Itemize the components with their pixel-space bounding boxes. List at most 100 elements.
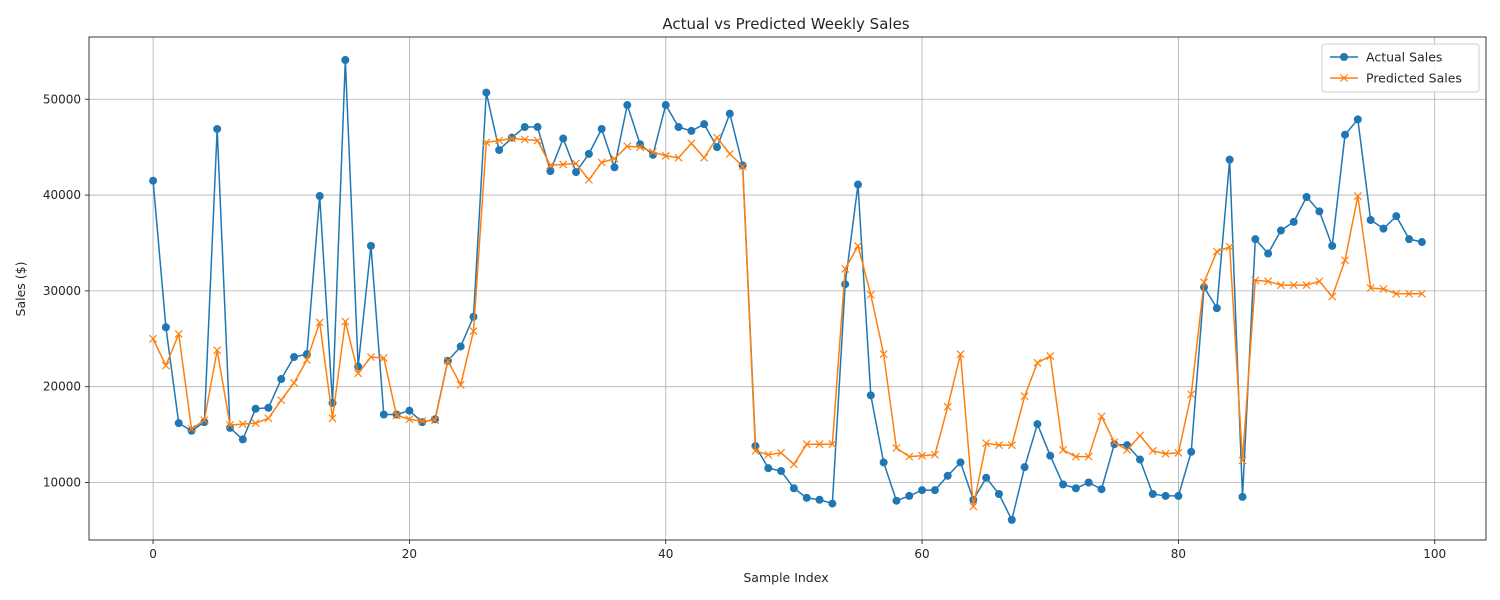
x-tick-label: 60 <box>914 547 929 561</box>
data-point <box>225 423 234 432</box>
data-point <box>828 499 837 508</box>
data-point <box>469 327 478 336</box>
data-point <box>1071 484 1080 493</box>
data-point <box>1238 456 1247 465</box>
data-point <box>174 419 183 428</box>
data-point <box>610 163 619 172</box>
data-point <box>725 109 734 118</box>
data-point <box>994 490 1003 499</box>
data-point <box>648 147 657 156</box>
data-point <box>302 355 311 364</box>
legend-marker <box>1340 53 1348 61</box>
data-point <box>1212 304 1221 313</box>
data-point <box>469 312 478 321</box>
data-point <box>1020 463 1029 472</box>
data-point <box>584 149 593 158</box>
data-point <box>1251 276 1260 285</box>
data-point <box>213 346 222 355</box>
data-point <box>700 120 709 129</box>
y-tick-label: 20000 <box>43 380 81 394</box>
series-layer <box>149 55 1426 524</box>
data-point <box>1340 256 1350 265</box>
y-tick-label: 40000 <box>43 188 81 202</box>
data-point <box>379 353 388 362</box>
data-point <box>507 134 516 143</box>
x-tick-label: 80 <box>1171 547 1186 561</box>
data-point <box>1366 215 1375 224</box>
data-point <box>1187 390 1196 399</box>
data-point <box>315 192 324 201</box>
data-point <box>636 143 645 152</box>
data-point <box>161 361 170 370</box>
data-point <box>1405 235 1414 244</box>
series-line <box>152 136 1422 508</box>
data-point <box>905 452 914 461</box>
data-point <box>1135 431 1144 440</box>
data-point <box>802 493 811 502</box>
data-point <box>213 124 222 133</box>
data-point <box>1097 485 1106 494</box>
data-point <box>533 136 542 145</box>
data-point <box>1059 445 1068 454</box>
data-point <box>290 378 299 387</box>
data-point <box>700 153 709 162</box>
x-tick-label: 100 <box>1423 547 1446 561</box>
data-point <box>712 133 722 142</box>
data-point <box>1123 445 1132 454</box>
series-line <box>152 59 1423 521</box>
data-point <box>597 158 606 167</box>
data-point <box>1059 480 1068 489</box>
data-point <box>1110 440 1119 449</box>
data-point <box>853 180 862 189</box>
data-point <box>495 146 504 155</box>
data-point <box>1264 277 1273 286</box>
data-point <box>1084 478 1093 487</box>
data-point <box>1084 452 1093 461</box>
data-point <box>943 471 952 480</box>
data-point <box>366 241 375 250</box>
data-point <box>1148 446 1157 455</box>
data-point <box>879 350 888 359</box>
data-point <box>1225 155 1234 164</box>
data-point <box>379 410 388 419</box>
x-tick-label: 40 <box>658 547 673 561</box>
data-point <box>1417 289 1426 298</box>
data-point <box>405 415 414 424</box>
data-point <box>1071 452 1080 461</box>
series-predicted <box>149 133 1426 511</box>
data-point <box>559 134 568 143</box>
plot-frame <box>88 36 1487 541</box>
data-point <box>264 414 273 423</box>
x-tick-label: 20 <box>402 547 417 561</box>
data-point <box>713 143 722 152</box>
data-point <box>277 375 286 384</box>
legend-frame <box>1321 43 1480 93</box>
data-point <box>225 421 235 430</box>
data-point <box>623 101 632 110</box>
data-point <box>751 446 760 455</box>
data-point <box>456 380 465 389</box>
data-point <box>149 334 158 343</box>
data-point <box>1341 130 1350 139</box>
data-point <box>405 406 414 415</box>
data-point <box>738 162 747 171</box>
data-point <box>418 418 427 427</box>
data-point <box>559 160 568 169</box>
data-point <box>764 464 773 473</box>
data-point <box>1200 278 1209 287</box>
data-point <box>546 167 555 176</box>
data-point <box>1148 490 1157 499</box>
data-point <box>1046 352 1055 361</box>
data-point <box>1097 412 1106 421</box>
legend-marker <box>1339 73 1349 83</box>
data-point <box>1289 281 1298 290</box>
data-point <box>251 404 260 413</box>
data-point <box>1046 451 1055 460</box>
data-point <box>341 317 350 326</box>
data-point <box>1174 491 1183 500</box>
legend-label: Predicted Sales <box>1366 71 1462 86</box>
data-point <box>687 139 696 148</box>
data-point <box>187 426 196 435</box>
data-point <box>764 450 773 459</box>
